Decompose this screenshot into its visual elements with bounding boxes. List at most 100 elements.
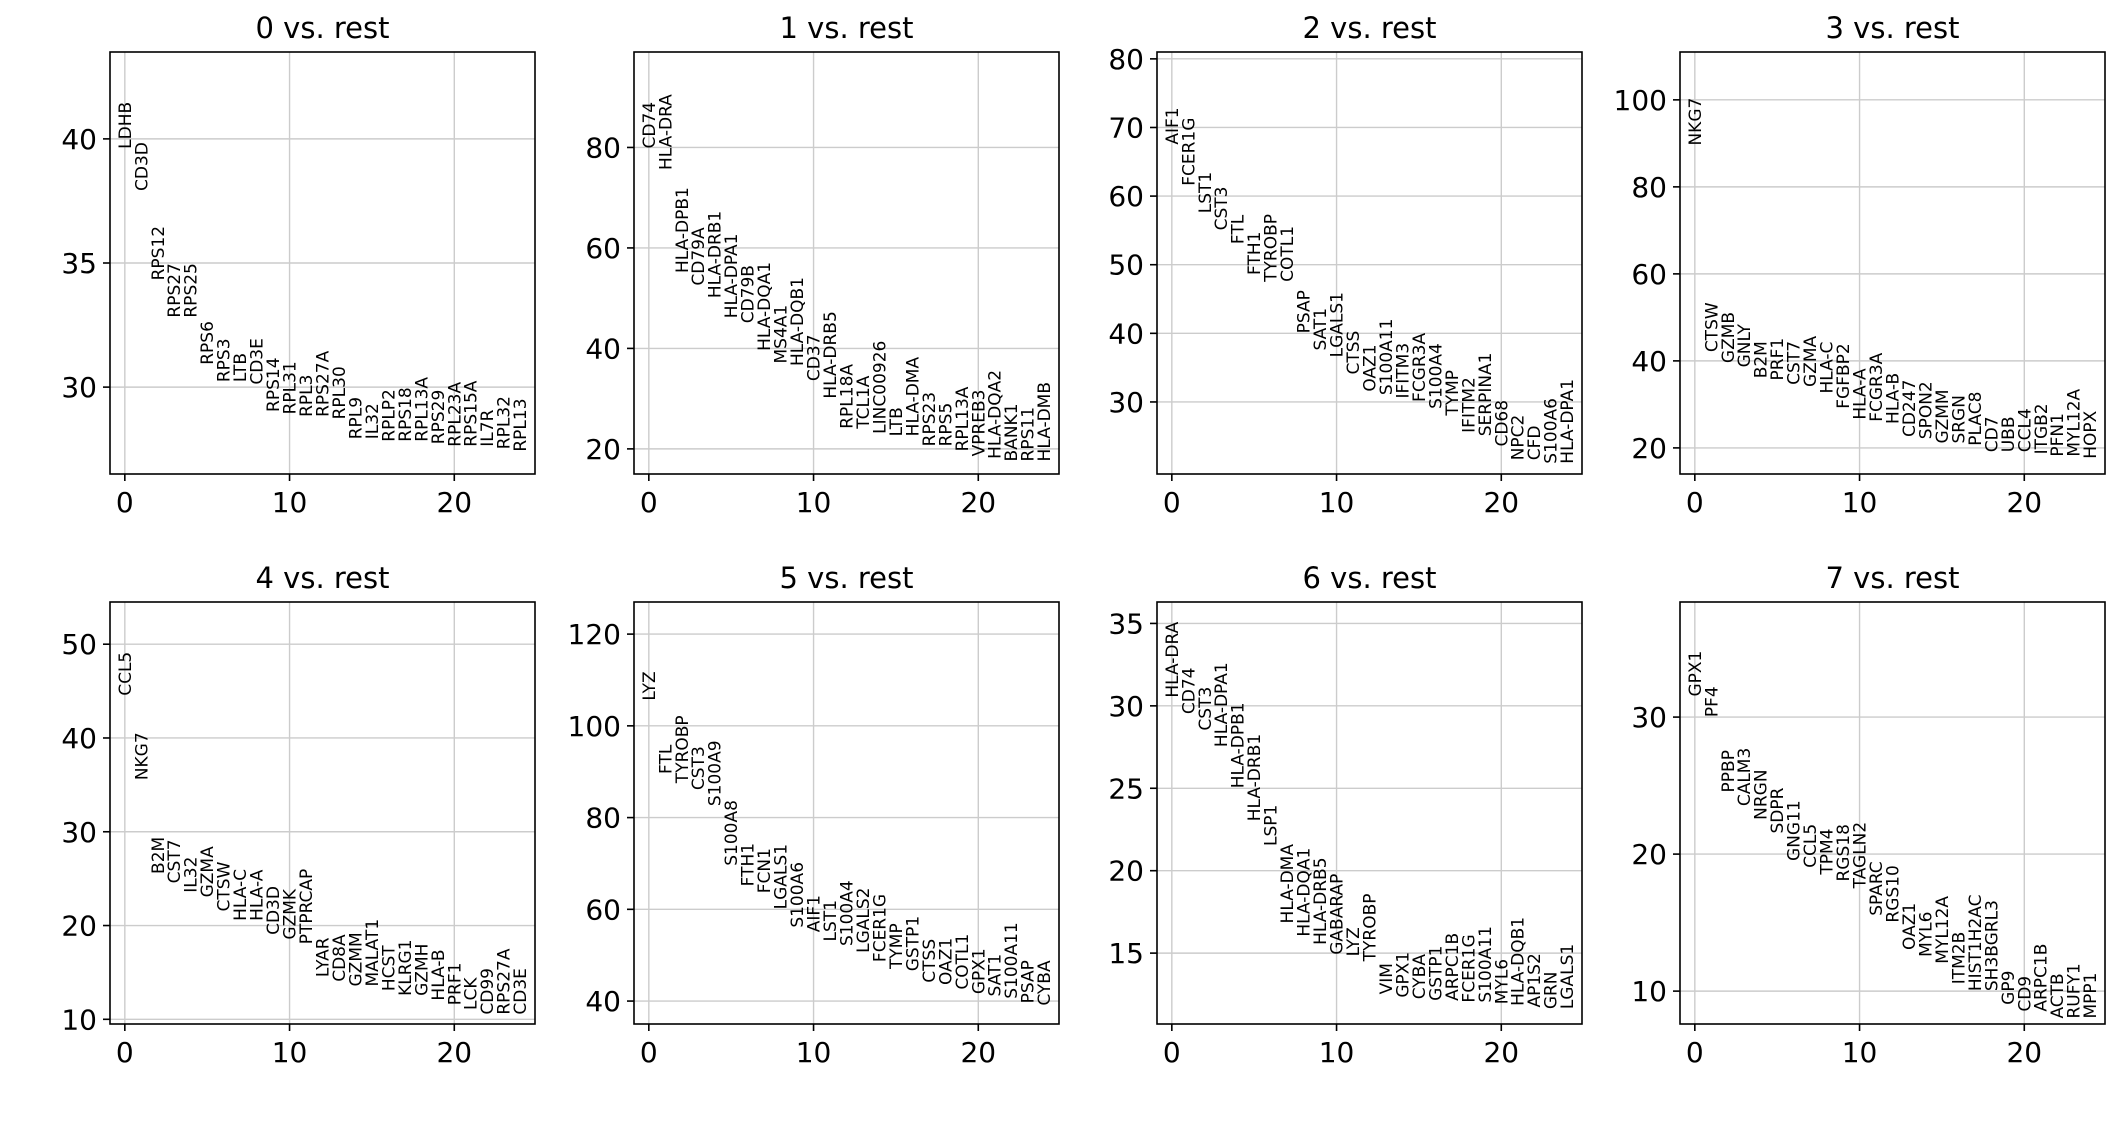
gene-label: LGALS2 (854, 888, 874, 953)
x-tick-label: 20 (2006, 486, 2042, 519)
axes-frame (1679, 601, 2106, 1025)
y-tick-label: 60 (1108, 180, 1144, 213)
gene-label: CD37 (805, 334, 825, 381)
gene-label: PFN1 (2048, 413, 2068, 457)
panel-title: 2 vs. rest (1303, 11, 1437, 45)
gene-label: HIST1H2AC (1966, 895, 1986, 992)
gene-label: RPS29 (429, 390, 449, 445)
panel-6: 0 10 20 15 20 25 30 35 6 vs. rest HLA-DRACD74CST3… (1108, 561, 1583, 1069)
gene-label: SERPINA1 (1476, 352, 1496, 436)
y-tick-label: 25 (1108, 772, 1144, 805)
gene-label: LYAR (314, 937, 334, 977)
gene-label: CTSS (920, 939, 940, 983)
y-tick-label: 40 (1108, 317, 1144, 350)
gene-label: HLA-DQB1 (1509, 917, 1529, 1006)
panel-title: 1 vs. rest (780, 11, 914, 45)
gene-label: MYL12A (1933, 896, 1953, 964)
panel-title: 4 vs. rest (256, 561, 390, 595)
y-tick-label: 100 (568, 710, 621, 743)
gene-label: SAT1 (1311, 308, 1331, 351)
gene-label: HLA-DRB5 (1311, 857, 1331, 944)
panel-4: 0 10 20 10 20 30 40 50 4 vs. rest CCL5 NKG7 B2MCST7… (61, 561, 536, 1069)
gene-label: CTSW (215, 861, 235, 911)
gene-label: S100A11 (1377, 319, 1397, 396)
gene-label: TYROBP (673, 715, 693, 784)
gene-label: MS4A1 (772, 305, 792, 364)
gene-label: AIF1 (1163, 107, 1183, 144)
gene-label: RPS3 (215, 338, 235, 382)
y-tick-label: 35 (1108, 607, 1144, 640)
x-tick-label: 10 (272, 1036, 308, 1069)
axes-frame (633, 601, 1060, 1025)
gene-label: HLA-A (1851, 368, 1871, 420)
gene-label: HLA-DPB1 (673, 187, 693, 273)
gene-label: HLA-DQA1 (1295, 848, 1315, 937)
gene-label: HLA-B (429, 949, 449, 1000)
gene-label: ITGB2 (2032, 403, 2052, 454)
gene-label: CCL5 (1801, 824, 1821, 868)
gene-label: RPL9 (346, 397, 366, 439)
gene-label: SAT1 (986, 954, 1006, 997)
gene-label: SRGN (1949, 395, 1969, 444)
gene-label: TYMP (1443, 370, 1463, 417)
x-tick-label: 0 (116, 1036, 134, 1069)
gene-label: ARPC1B (1443, 933, 1463, 1001)
gene-label: NKG7 (1686, 98, 1706, 146)
x-tick-label: 20 (2006, 1036, 2042, 1069)
gene-label: KLRG1 (396, 939, 416, 995)
x-tick-label: 10 (796, 486, 832, 519)
panel-title: 0 vs. rest (256, 11, 390, 45)
gene-label: HLA-DRB5 (821, 311, 841, 398)
x-tick-label: 20 (1483, 486, 1519, 519)
gene-label: CD3D (264, 886, 284, 935)
gene-label: CD74 (1179, 668, 1199, 715)
gene-label: TYMP (887, 923, 907, 970)
panel-title: 3 vs. rest (1826, 11, 1960, 45)
gene-label: GPX1 (969, 948, 989, 994)
x-tick-label: 0 (1686, 486, 1704, 519)
y-tick-label: 40 (61, 722, 97, 755)
gene-label: GPX1 (1686, 651, 1706, 697)
gene-label: GSTP1 (903, 916, 923, 971)
gene-label: PSAP (1019, 960, 1039, 1003)
gene-label: CD79A (689, 227, 709, 286)
gene-label: MPP1 (2081, 973, 2101, 1019)
gene-label: MYL6 (1492, 959, 1512, 1004)
gene-label: FCER1G (870, 894, 890, 962)
gene-label: LGALS1 (1328, 292, 1348, 357)
gene-label: HLA-DRB1 (706, 211, 726, 298)
y-tick-label: 30 (1108, 690, 1144, 723)
y-tick-label: 50 (1108, 249, 1144, 282)
gene-label: CD7 (1982, 416, 2002, 452)
gene-label: CALM3 (1735, 748, 1755, 806)
gene-label: LTB (887, 407, 907, 436)
gene-label: S100A6 (788, 862, 808, 928)
y-tick-label: 40 (1631, 345, 1667, 378)
gene-label: B2M (1752, 341, 1772, 378)
gene-label: LST1 (821, 900, 841, 941)
gene-label: GABARAP (1328, 874, 1348, 955)
panel-title: 5 vs. rest (780, 561, 914, 595)
y-tick-label: 10 (1631, 975, 1667, 1008)
gene-label: RPS18 (396, 387, 416, 442)
x-tick-label: 0 (1686, 1036, 1704, 1069)
gene-label: SPON2 (1916, 381, 1936, 439)
x-tick-label: 0 (116, 486, 134, 519)
gene-label: RPS15A (462, 380, 482, 446)
gene-label: CYBA (1410, 954, 1430, 1000)
gene-label: BANK1 (1002, 403, 1022, 461)
y-tick-label: 20 (1631, 432, 1667, 465)
panel-title: 7 vs. rest (1826, 561, 1960, 595)
axes-frame (1156, 601, 1583, 1025)
gene-label: MALAT1 (363, 919, 383, 987)
gene-label: SPARC (1867, 861, 1887, 915)
gene-label: HCST (379, 945, 399, 991)
gene-label: FGFBP2 (1834, 343, 1854, 408)
gene-label: CTSW (1702, 302, 1722, 352)
gene-label: SDPR (1768, 787, 1788, 833)
gene-label: ARPC1B (2032, 944, 2052, 1012)
gene-label: VPREB3 (969, 389, 989, 456)
y-tick-label: 15 (1108, 937, 1144, 970)
gene-label: FTL (656, 744, 676, 774)
